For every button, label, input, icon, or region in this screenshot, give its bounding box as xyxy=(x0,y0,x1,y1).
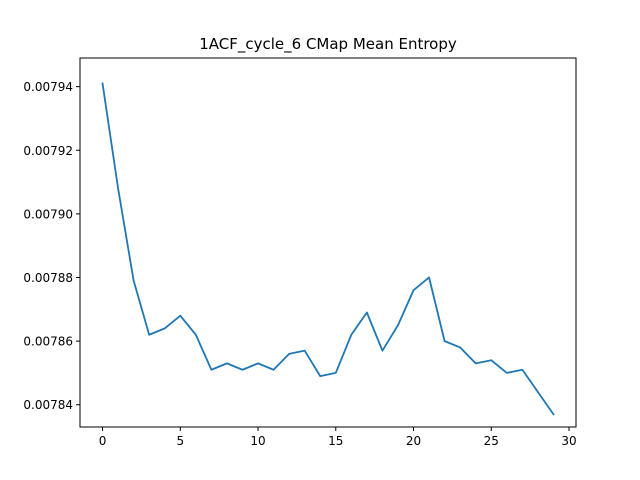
y-tick-label: 0.00786 xyxy=(23,335,73,349)
plot-area xyxy=(101,82,555,416)
y-tick-label: 0.00788 xyxy=(23,271,73,285)
x-tick-label: 10 xyxy=(250,434,265,448)
x-tick-label: 20 xyxy=(406,434,421,448)
y-tick-label: 0.00794 xyxy=(23,80,73,94)
x-tick-label: 25 xyxy=(484,434,499,448)
y-tick-label: 0.00790 xyxy=(23,207,73,221)
axes-frame xyxy=(79,57,577,428)
y-axis: 0.00784 0.00786 0.00788 0.00790 0.00792 0.007… xyxy=(23,80,80,412)
x-axis: 0 5 10 15 20 25 30 xyxy=(99,427,577,448)
x-tick-label: 30 xyxy=(561,434,576,448)
x-tick-label: 15 xyxy=(328,434,343,448)
y-tick-label: 0.00792 xyxy=(23,144,73,158)
chart-title: 1ACF_cycle_6 CMap Mean Entropy xyxy=(199,35,457,54)
series-line xyxy=(101,82,555,416)
y-tick-label: 0.00784 xyxy=(23,398,73,412)
x-tick-label: 0 xyxy=(99,434,107,448)
x-tick-label: 5 xyxy=(176,434,184,448)
